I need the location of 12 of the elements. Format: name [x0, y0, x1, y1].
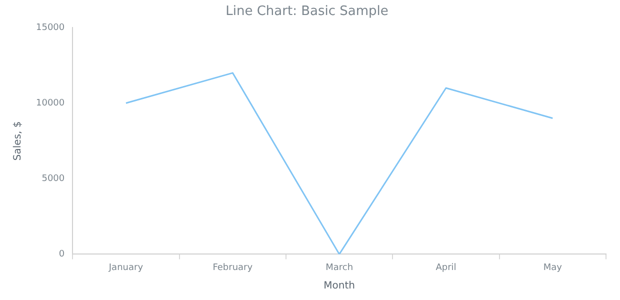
x-tick-label: January [108, 262, 144, 273]
x-tick-label: May [543, 262, 563, 273]
chart-title: Line Chart: Basic Sample [226, 4, 388, 20]
y-axis-title: Sales, $ [12, 121, 24, 161]
y-tick-label: 15000 [36, 22, 65, 33]
y-tick-label: 10000 [36, 98, 65, 108]
y-tick-label: 0 [58, 250, 65, 260]
x-tick-label: April [436, 262, 456, 273]
x-tick-label: February [212, 262, 254, 273]
x-tick-label: March [326, 262, 354, 273]
x-axis-title: Month [324, 280, 355, 292]
y-tick-label: 5000 [42, 174, 65, 184]
